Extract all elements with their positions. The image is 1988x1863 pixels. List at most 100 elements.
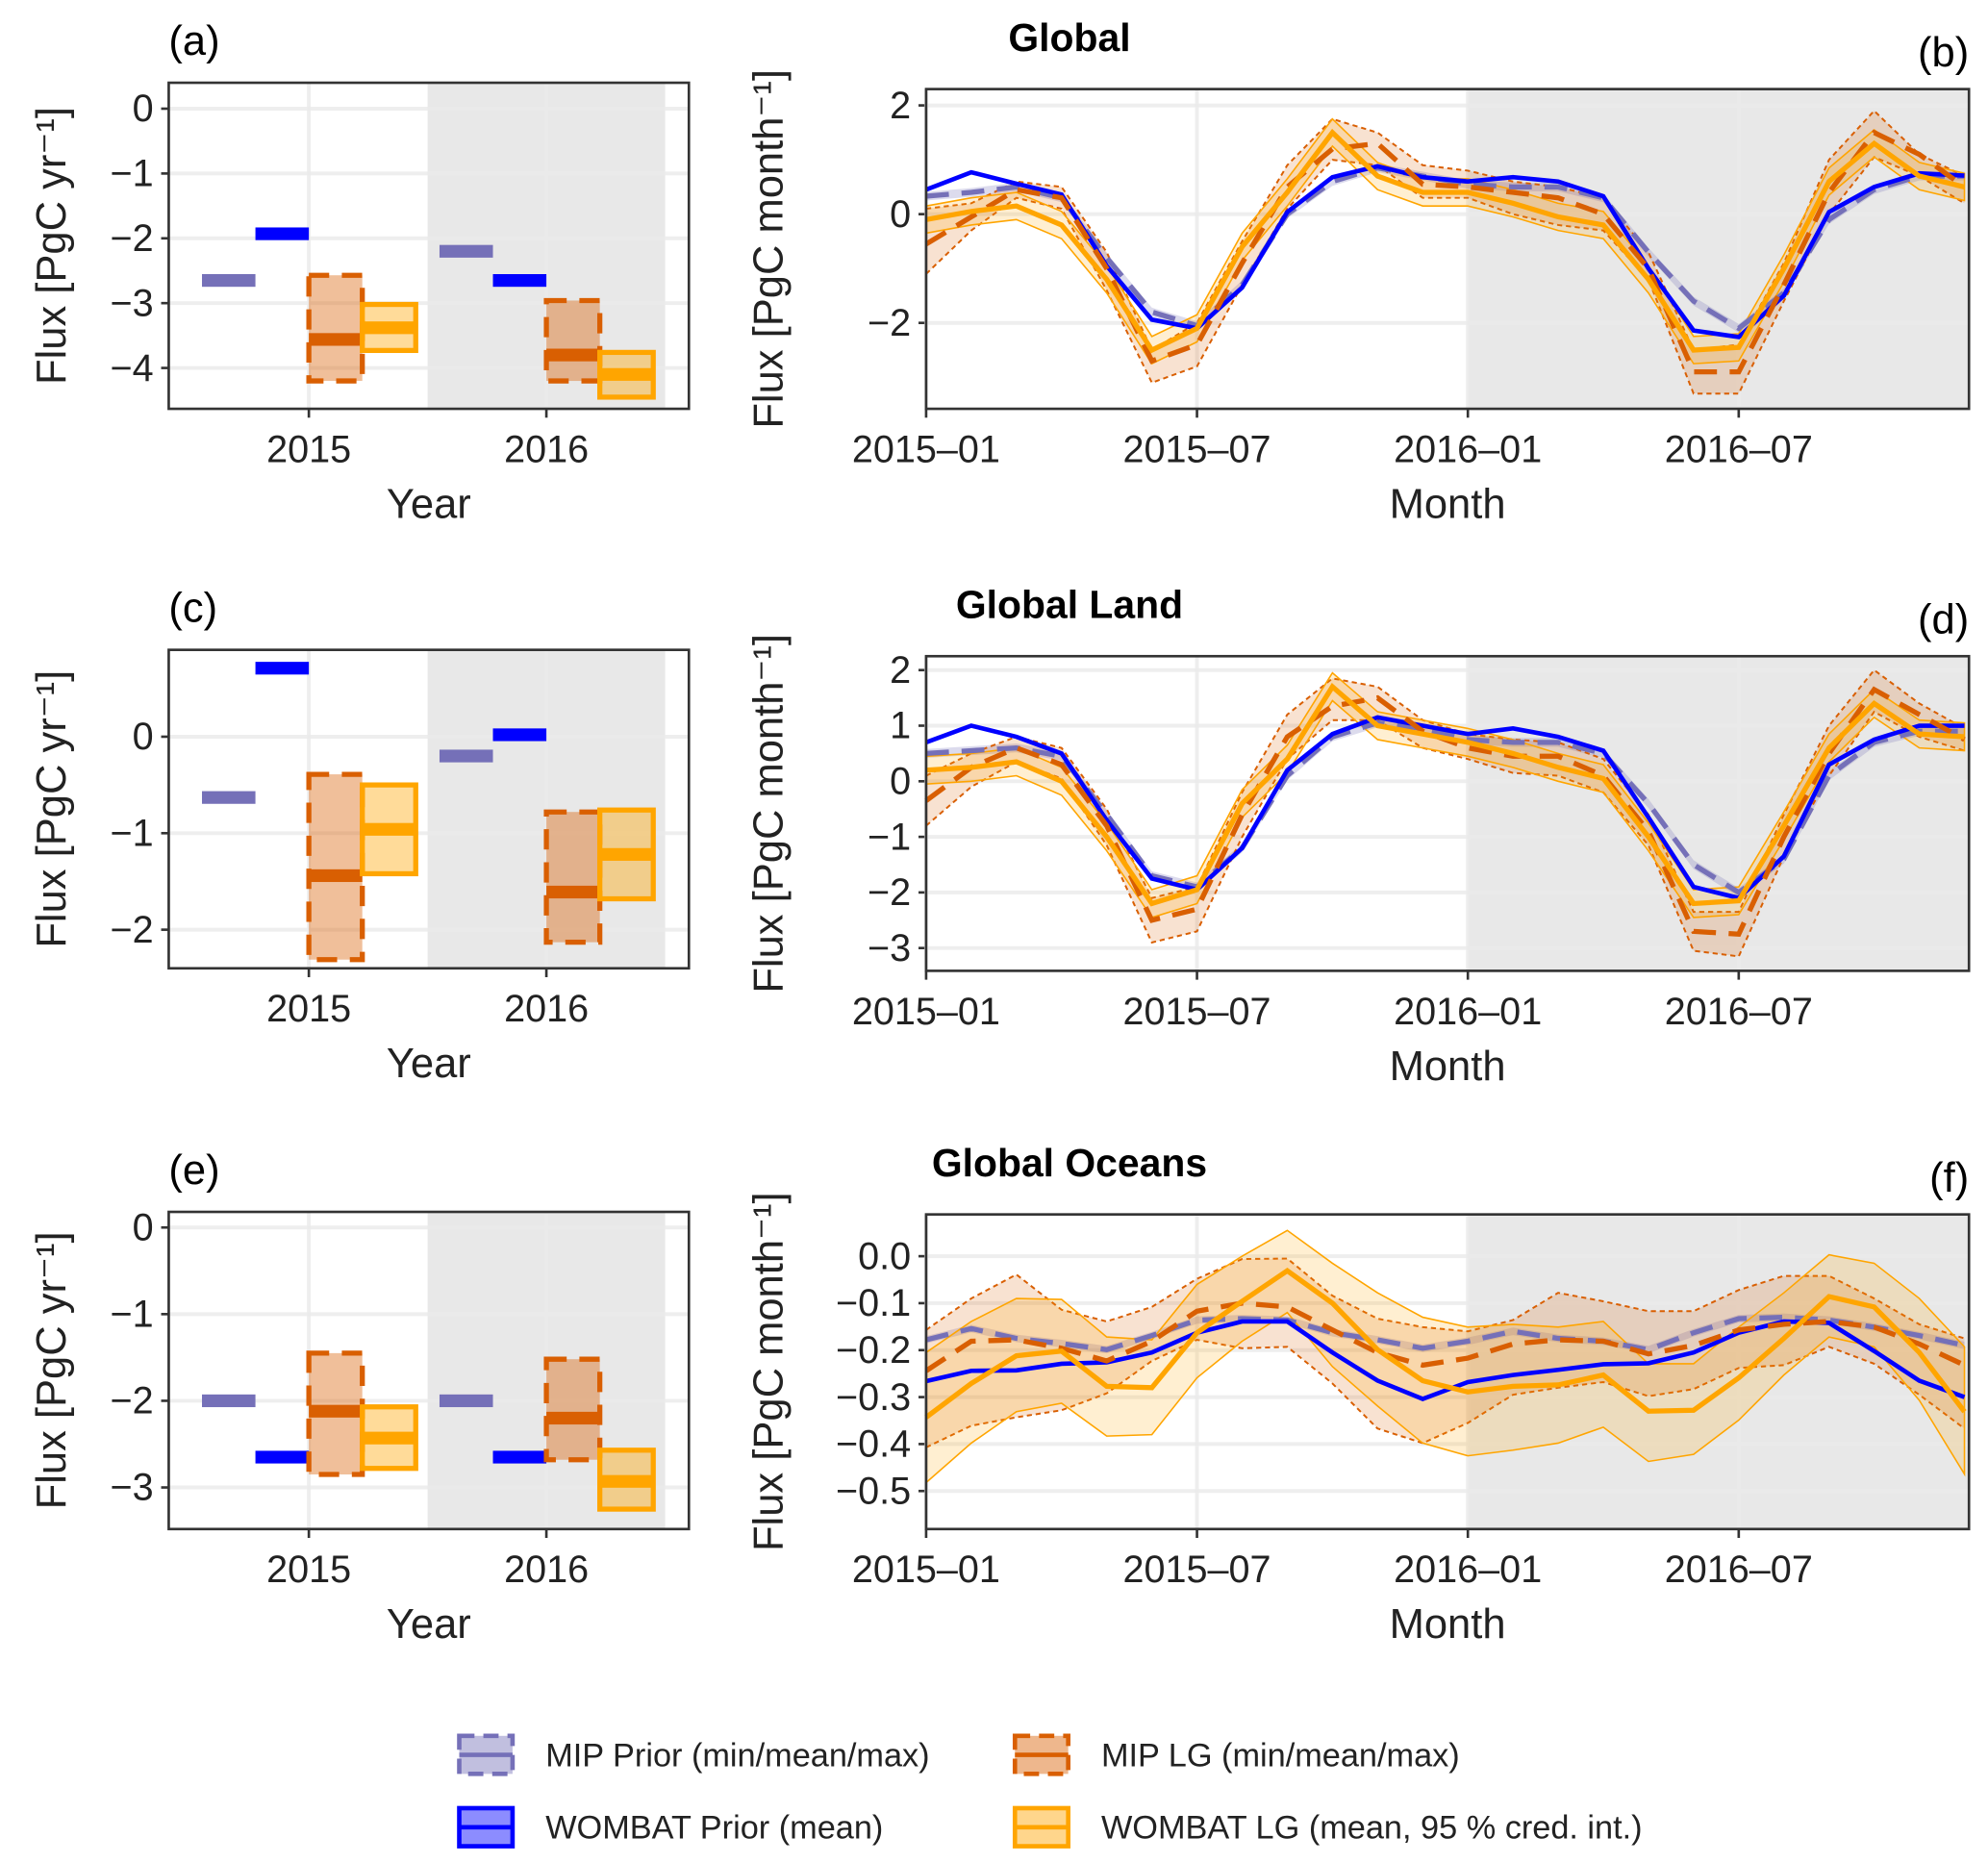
legend-label: MIP LG (min/mean/max): [1101, 1737, 1460, 1774]
mip-prior-bar: [439, 1394, 493, 1408]
y-tick-label: 1: [890, 705, 911, 747]
mip-lg-mean-line: [924, 129, 1967, 375]
mip-lg-band: [925, 1258, 1965, 1448]
wombat-prior-bar: [255, 1450, 310, 1464]
mip-lg-min-line: [925, 156, 1966, 395]
y-tick-label: −3: [110, 282, 153, 324]
y-axis-label: Flux [PgC month⁻¹]: [745, 1192, 792, 1551]
x-tick-label: 2016–07: [1665, 428, 1813, 470]
mip-lg-mean-bar: [546, 348, 600, 362]
mip-prior-bar: [202, 1394, 256, 1408]
panel-title: Global Oceans: [932, 1141, 1207, 1185]
y-tick-label: −0.5: [836, 1470, 911, 1512]
y-tick-label: 0: [133, 716, 154, 758]
y-tick-label: −3: [110, 1467, 153, 1509]
panel-d: 2 1 0 −1 −2 −3 2015–01 2015–07 2016–01 2016–07 Mon…: [745, 583, 1971, 1090]
y-axis-label: Flux [PgC yr⁻¹]: [29, 670, 75, 948]
x-axis-label: Year: [387, 1601, 471, 1648]
y-tick-label: −4: [110, 347, 153, 390]
y-tick-label: 2: [890, 649, 911, 692]
y-axis-label: Flux [PgC yr⁻¹]: [29, 107, 75, 385]
plot-border: [924, 654, 1971, 972]
panel-c: 0 −1 −2 2015 2016 Year Flux [PgC yr⁻¹] (c): [29, 586, 691, 1087]
y-axis-label: Flux [PgC month⁻¹]: [745, 69, 792, 429]
wombat-lg-band: [925, 1229, 1966, 1485]
mip-lg-min-line: [925, 1338, 1966, 1448]
x-axis-label: Month: [1390, 1044, 1506, 1090]
mip-prior-bar: [202, 791, 256, 804]
mip-prior-bar: [202, 273, 256, 288]
legend-item-mip-prior: MIP Prior (min/mean/max): [457, 1733, 930, 1776]
legend-label: MIP Prior (min/mean/max): [545, 1737, 929, 1774]
mip-prior-bar: [439, 749, 493, 763]
wombat-prior-mean-line: [925, 1319, 1966, 1402]
y-tick-label: −0.3: [836, 1376, 911, 1419]
mip-lg-range-box: [543, 297, 603, 384]
legend: MIP Prior (min/mean/max) MIP LG (min/mean…: [457, 1733, 1643, 1849]
mip-lg-band: [925, 111, 1965, 394]
mip-lg-range-box: [543, 1356, 603, 1463]
y-tick-label: −0.2: [836, 1329, 911, 1372]
y-tick-label: 0: [890, 193, 911, 236]
y-tick-label: −1: [868, 816, 911, 858]
x-tick-label: 2016–01: [1394, 428, 1542, 470]
y-tick-label: 2: [890, 85, 911, 127]
x-axis-label: Month: [1390, 481, 1506, 527]
panel-title: Global Land: [956, 583, 1183, 627]
x-axis-label: Year: [387, 1041, 471, 1087]
x-tick-label: 2015: [266, 428, 351, 470]
plot-border: [924, 88, 1971, 411]
y-tick-label: −2: [110, 217, 153, 260]
y-tick-label: −1: [110, 153, 153, 195]
panel-f: 0.0 −0.1 −0.2−0.3−0.4−0.5 2015–01 2015–07 201…: [745, 1141, 1971, 1648]
mip-lg-mean-bar: [309, 333, 363, 346]
wombat-lg-mean-line: [925, 128, 1966, 354]
mip-lg-mean-bar: [309, 1404, 363, 1418]
panel-label: (c): [168, 586, 217, 632]
x-tick-label: 2015–07: [1123, 1548, 1271, 1591]
mip-lg-max-line: [925, 109, 1965, 352]
wombat-prior-bar: [492, 273, 547, 288]
panel-title: Global: [1008, 15, 1130, 60]
wombat-lg-mean-bar: [599, 1474, 654, 1488]
mip-lg-mean-line: [924, 1300, 1966, 1373]
plot-border: [167, 1210, 691, 1531]
mip-lg-range-box: [306, 272, 365, 384]
wombat-prior-bar: [492, 728, 547, 742]
y-tick-label: −2: [868, 302, 911, 344]
plot-border: [167, 81, 691, 411]
mip-prior-bar: [439, 244, 493, 258]
mip-lg-range-box: [306, 771, 365, 963]
x-tick-label: 2015–07: [1123, 428, 1271, 470]
panel-b: 2 0 −2 2015–01 2015–07 2016–01 2016–07 Month Flu…: [745, 15, 1971, 527]
x-tick-label: 2015–01: [852, 428, 1000, 470]
x-tick-label: 2016: [504, 988, 589, 1030]
y-tick-label: −2: [110, 1380, 153, 1422]
wombat-prior-mean-line: [925, 715, 1965, 901]
panel-a: 0 −1 −2 −3 −4 2015 2016 Year Flux [PgC yr⁻¹] (a): [29, 18, 691, 527]
x-tick-label: 2016–01: [1394, 991, 1542, 1033]
legend-label: WOMBAT Prior (mean): [545, 1810, 883, 1847]
x-tick-label: 2016: [504, 428, 589, 470]
x-tick-label: 2015–01: [852, 1548, 1000, 1591]
wombat-lg-mean-bar: [362, 321, 416, 335]
mip-lg-mean-bar: [546, 1411, 600, 1425]
wombat-lg-mean-bar: [362, 822, 416, 836]
y-axis-label: Flux [PgC yr⁻¹]: [29, 1231, 75, 1509]
y-tick-label: −1: [110, 812, 153, 854]
panel-label: (b): [1918, 30, 1969, 76]
y-tick-label: 0: [890, 760, 911, 802]
y-tick-label: −3: [868, 927, 911, 969]
plot-border: [924, 1213, 1971, 1531]
x-tick-label: 2016–07: [1665, 991, 1813, 1033]
x-tick-label: 2015–01: [852, 991, 1000, 1033]
legend-item-mip-lg: MIP LG (min/mean/max): [1012, 1733, 1460, 1776]
panel-label: (f): [1929, 1155, 1969, 1201]
wombat-prior-bar: [492, 1450, 547, 1464]
wombat-lg-mean-line: [925, 683, 1965, 907]
y-tick-label: −0.1: [836, 1282, 911, 1324]
y-tick-label: −2: [110, 909, 153, 951]
mip-lg-mean-bar: [546, 885, 600, 899]
plot-border: [167, 648, 691, 970]
y-tick-label: 0: [133, 1206, 154, 1248]
